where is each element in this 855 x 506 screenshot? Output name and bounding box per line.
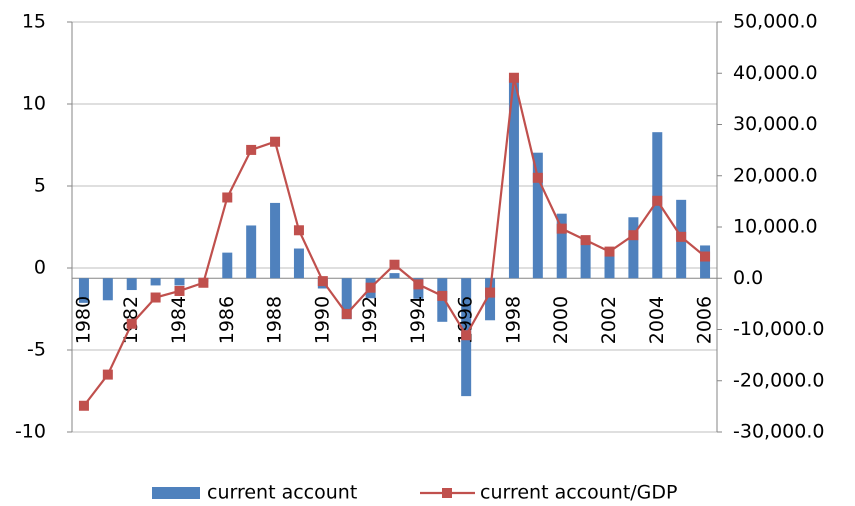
y-tick-label: -10 xyxy=(15,421,46,443)
bar xyxy=(532,152,543,279)
x-tick-label: 1984 xyxy=(168,296,190,344)
bar xyxy=(580,238,591,279)
marker xyxy=(317,276,328,287)
y2-tick-label: -30,000.0 xyxy=(733,421,824,443)
marker xyxy=(461,330,472,341)
y2-tick-label: 40,000.0 xyxy=(733,62,818,84)
marker xyxy=(126,318,137,329)
y2-tick-label: -10,000.0 xyxy=(733,318,824,340)
marker xyxy=(389,259,400,270)
y2-tick-label: 30,000.0 xyxy=(733,113,818,135)
y-tick-label: 5 xyxy=(34,175,46,197)
bar xyxy=(78,278,89,303)
x-tick-label: 2004 xyxy=(646,296,668,344)
bar xyxy=(293,248,304,279)
y2-tick-label: -20,000.0 xyxy=(733,369,824,391)
x-tick-label: 1994 xyxy=(407,296,429,344)
marker xyxy=(270,136,281,147)
y-tick-label: 15 xyxy=(22,11,46,33)
bar xyxy=(246,225,257,279)
bar xyxy=(604,250,615,279)
legend-label: current account xyxy=(207,482,357,504)
bar xyxy=(102,278,113,301)
marker xyxy=(700,251,711,262)
marker xyxy=(652,195,663,206)
x-tick-label: 1980 xyxy=(72,296,94,344)
y2-tick-label: 50,000.0 xyxy=(733,11,818,33)
bar xyxy=(508,78,519,279)
marker xyxy=(532,172,543,183)
marker xyxy=(485,287,496,298)
y2-tick-label: 10,000.0 xyxy=(733,216,818,238)
x-tick-label: 2000 xyxy=(550,296,572,344)
bar xyxy=(222,252,233,279)
bar xyxy=(485,278,496,321)
marker xyxy=(676,231,687,242)
marker xyxy=(508,72,519,83)
marker xyxy=(628,230,639,241)
x-tick-label: 1992 xyxy=(359,296,381,344)
marker xyxy=(246,144,257,155)
marker xyxy=(222,192,233,203)
marker xyxy=(174,285,185,296)
marker xyxy=(365,282,376,293)
bar xyxy=(700,245,711,279)
y-tick-label: 10 xyxy=(22,93,46,115)
y-tick-label: 0 xyxy=(34,257,46,279)
bar xyxy=(628,217,639,279)
bar xyxy=(270,202,281,279)
marker xyxy=(604,246,615,257)
y-tick-label: -5 xyxy=(27,339,46,361)
marker xyxy=(150,292,161,303)
marker xyxy=(102,369,113,380)
bar xyxy=(150,278,161,286)
bar xyxy=(341,278,352,320)
x-tick-label: 2006 xyxy=(694,296,716,344)
y2-tick-label: 20,000.0 xyxy=(733,164,818,186)
x-tick-label: 1990 xyxy=(311,296,333,344)
marker xyxy=(413,279,424,290)
x-tick-label: 1986 xyxy=(216,296,238,344)
marker xyxy=(580,235,591,246)
marker xyxy=(78,400,89,411)
bar xyxy=(389,273,400,279)
x-tick-label: 2002 xyxy=(598,296,620,344)
x-tick-label: 1998 xyxy=(502,296,524,344)
marker xyxy=(293,225,304,236)
marker xyxy=(198,277,209,288)
marker xyxy=(437,290,448,301)
x-tick-label: 1988 xyxy=(264,296,286,344)
bar xyxy=(556,213,567,279)
marker xyxy=(556,223,567,234)
legend-swatch xyxy=(152,487,200,499)
marker xyxy=(341,308,352,319)
bar xyxy=(174,278,185,286)
bar xyxy=(126,278,137,291)
legend-label: current account/GDP xyxy=(480,482,678,504)
legend-swatch xyxy=(442,488,452,498)
y2-tick-label: 0.0 xyxy=(733,267,763,289)
